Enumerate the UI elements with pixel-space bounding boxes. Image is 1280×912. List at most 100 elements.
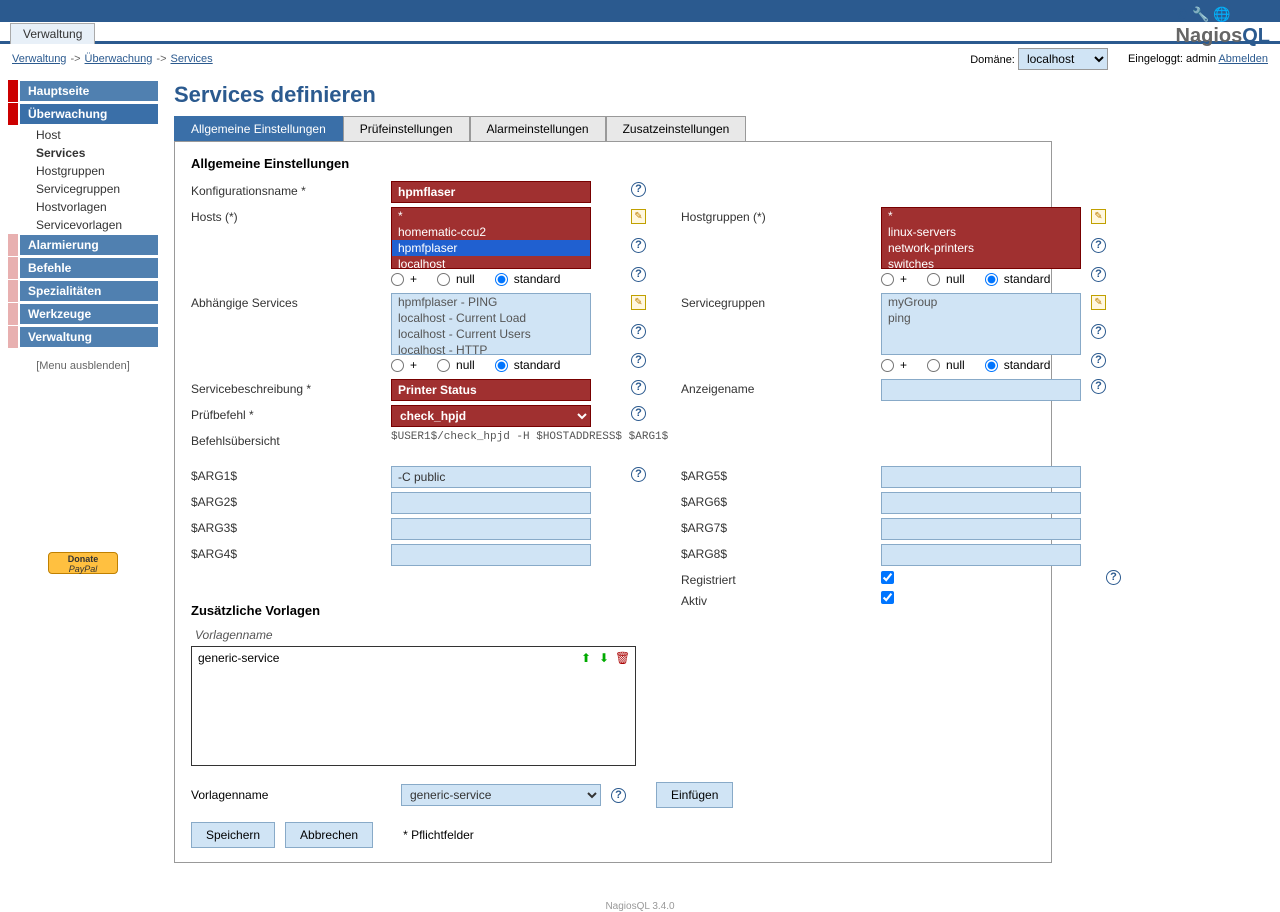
configname-input[interactable] bbox=[391, 181, 591, 203]
save-button[interactable]: Speichern bbox=[191, 822, 275, 848]
hosts-select[interactable]: *homematic-ccu2hpmfplaserlocalhost bbox=[391, 207, 591, 269]
checkcmd-select[interactable]: check_hpjd bbox=[391, 405, 591, 427]
option[interactable]: linux-servers bbox=[882, 224, 1080, 240]
registered-checkbox[interactable] bbox=[881, 571, 894, 584]
sg-radio-null[interactable] bbox=[927, 359, 940, 372]
menu-toggle[interactable]: [Menu ausblenden] bbox=[8, 360, 158, 372]
arg1-input[interactable] bbox=[391, 466, 591, 488]
templatename-select[interactable]: generic-service bbox=[401, 784, 601, 806]
help-icon[interactable]: ? bbox=[1091, 324, 1106, 339]
dep-radio-null[interactable] bbox=[437, 359, 450, 372]
help-icon[interactable]: ? bbox=[1091, 353, 1106, 368]
sidebar-item-spezialitäten[interactable]: Spezialitäten bbox=[8, 280, 158, 302]
option[interactable]: localhost - Current Users bbox=[392, 326, 590, 342]
edit-icon[interactable]: ✎ bbox=[631, 295, 646, 310]
sg-radio-standard[interactable] bbox=[985, 359, 998, 372]
sidebar-item-überwachung[interactable]: Überwachung bbox=[8, 103, 158, 125]
arg4-input[interactable] bbox=[391, 544, 591, 566]
sidebar-sub-hostvorlagen[interactable]: Hostvorlagen bbox=[8, 198, 158, 216]
help-icon[interactable]: ? bbox=[611, 788, 626, 803]
help-icon[interactable]: ? bbox=[631, 267, 646, 282]
option[interactable]: * bbox=[882, 208, 1080, 224]
label-arg8: $ARG8$ bbox=[681, 544, 881, 561]
domain-label: Domäne: bbox=[970, 54, 1015, 66]
hostgroups-select[interactable]: *linux-serversnetwork-printersswitches bbox=[881, 207, 1081, 269]
insert-button[interactable]: Einfügen bbox=[656, 782, 733, 808]
sg-radio-plus[interactable] bbox=[881, 359, 894, 372]
sidebar-sub-servicegruppen[interactable]: Servicegruppen bbox=[8, 180, 158, 198]
donate-button[interactable]: DonatePayPal bbox=[48, 552, 118, 574]
servicegroups-select[interactable]: myGroupping bbox=[881, 293, 1081, 355]
arg2-input[interactable] bbox=[391, 492, 591, 514]
displayname-input[interactable] bbox=[881, 379, 1081, 401]
arg6-input[interactable] bbox=[881, 492, 1081, 514]
option[interactable]: myGroup bbox=[882, 294, 1080, 310]
breadcrumb-2[interactable]: Services bbox=[171, 53, 213, 65]
help-icon[interactable]: ? bbox=[631, 406, 646, 421]
help-icon[interactable]: ? bbox=[1091, 267, 1106, 282]
down-icon[interactable]: ⬇ bbox=[597, 651, 611, 665]
tab-1[interactable]: Prüfeinstellungen bbox=[343, 116, 470, 141]
help-icon[interactable]: ? bbox=[631, 467, 646, 482]
option[interactable]: ping bbox=[882, 310, 1080, 326]
help-icon[interactable]: ? bbox=[631, 353, 646, 368]
help-icon[interactable]: ? bbox=[1106, 570, 1121, 585]
hg-radio-plus[interactable] bbox=[881, 273, 894, 286]
arg7-input[interactable] bbox=[881, 518, 1081, 540]
active-checkbox[interactable] bbox=[881, 591, 894, 604]
tab-2[interactable]: Alarmeinstellungen bbox=[470, 116, 606, 141]
hosts-radio-null[interactable] bbox=[437, 273, 450, 286]
option[interactable]: hpmfplaser bbox=[392, 240, 590, 256]
option[interactable]: localhost bbox=[392, 256, 590, 269]
edit-icon[interactable]: ✎ bbox=[631, 209, 646, 224]
sidebar-sub-hostgruppen[interactable]: Hostgruppen bbox=[8, 162, 158, 180]
dep-radio-standard[interactable] bbox=[495, 359, 508, 372]
option[interactable]: localhost - Current Load bbox=[392, 310, 590, 326]
help-icon[interactable]: ? bbox=[1091, 379, 1106, 394]
cancel-button[interactable]: Abbrechen bbox=[285, 822, 373, 848]
template-box[interactable]: generic-service ⬆ ⬇ 🗑 bbox=[191, 646, 636, 766]
depservices-select[interactable]: hpmfplaser - PINGlocalhost - Current Loa… bbox=[391, 293, 591, 355]
sidebar-sub-services[interactable]: Services bbox=[8, 144, 158, 162]
help-icon[interactable]: ? bbox=[631, 324, 646, 339]
tab-3[interactable]: Zusatzeinstellungen bbox=[606, 116, 747, 141]
servicedesc-input[interactable] bbox=[391, 379, 591, 401]
breadcrumb-0[interactable]: Verwaltung bbox=[12, 53, 66, 65]
hg-radio-null[interactable] bbox=[927, 273, 940, 286]
option[interactable]: switches bbox=[882, 256, 1080, 269]
up-icon[interactable]: ⬆ bbox=[579, 651, 593, 665]
arg5-input[interactable] bbox=[881, 466, 1081, 488]
breadcrumb-1[interactable]: Überwachung bbox=[85, 53, 153, 65]
vorlagen-label: Vorlagenname bbox=[195, 628, 1035, 642]
sidebar-item-alarmierung[interactable]: Alarmierung bbox=[8, 234, 158, 256]
logout-link[interactable]: Abmelden bbox=[1218, 53, 1268, 65]
option[interactable]: * bbox=[392, 208, 590, 224]
option[interactable]: hpmfplaser - PING bbox=[392, 294, 590, 310]
help-icon[interactable]: ? bbox=[1091, 238, 1106, 253]
arg8-input[interactable] bbox=[881, 544, 1081, 566]
help-icon[interactable]: ? bbox=[631, 380, 646, 395]
hosts-radio-standard[interactable] bbox=[495, 273, 508, 286]
hg-radio-standard[interactable] bbox=[985, 273, 998, 286]
option[interactable]: localhost - HTTP bbox=[392, 342, 590, 355]
label-arg6: $ARG6$ bbox=[681, 492, 881, 509]
option[interactable]: homematic-ccu2 bbox=[392, 224, 590, 240]
edit-icon[interactable]: ✎ bbox=[1091, 209, 1106, 224]
tab-0[interactable]: Allgemeine Einstellungen bbox=[174, 116, 343, 141]
sidebar-item-werkzeuge[interactable]: Werkzeuge bbox=[8, 303, 158, 325]
sidebar-item-befehle[interactable]: Befehle bbox=[8, 257, 158, 279]
option[interactable]: network-printers bbox=[882, 240, 1080, 256]
delete-icon[interactable]: 🗑 bbox=[615, 651, 629, 665]
sidebar-item-hauptseite[interactable]: Hauptseite bbox=[8, 80, 158, 102]
sidebar-sub-servicevorlagen[interactable]: Servicevorlagen bbox=[8, 216, 158, 234]
top-tab-verwaltung[interactable]: Verwaltung bbox=[10, 23, 95, 44]
edit-icon[interactable]: ✎ bbox=[1091, 295, 1106, 310]
help-icon[interactable]: ? bbox=[631, 238, 646, 253]
help-icon[interactable]: ? bbox=[631, 182, 646, 197]
domain-select[interactable]: localhost bbox=[1018, 48, 1108, 70]
hosts-radio-plus[interactable] bbox=[391, 273, 404, 286]
sidebar-sub-host[interactable]: Host bbox=[8, 126, 158, 144]
sidebar-item-verwaltung[interactable]: Verwaltung bbox=[8, 326, 158, 348]
dep-radio-plus[interactable] bbox=[391, 359, 404, 372]
arg3-input[interactable] bbox=[391, 518, 591, 540]
